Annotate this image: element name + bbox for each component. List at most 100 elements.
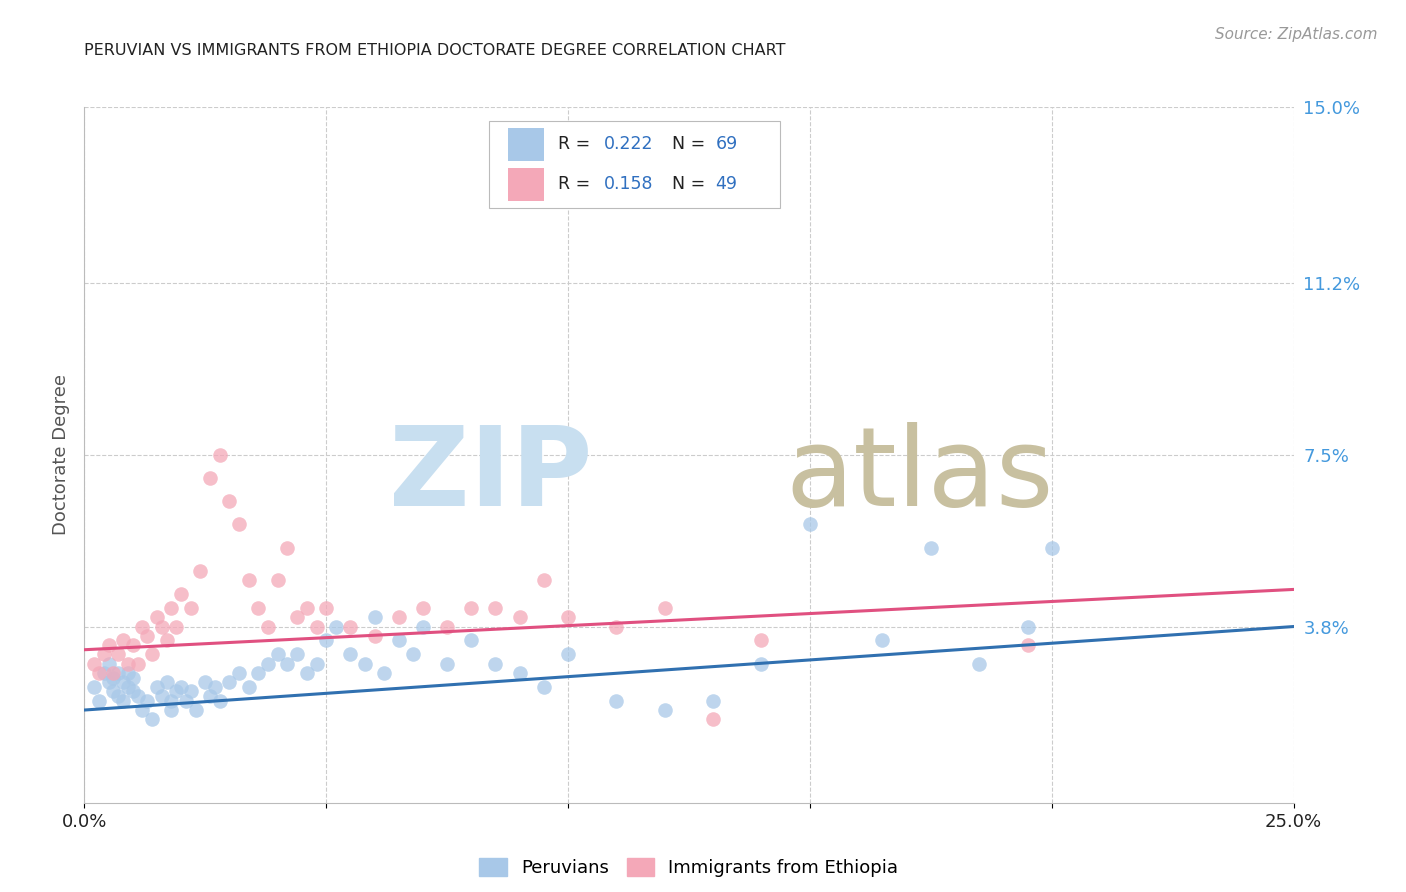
Point — [354, 657, 377, 671]
Point — [107, 648, 129, 662]
Text: N =: N = — [661, 176, 711, 194]
Point — [872, 633, 894, 648]
Point — [325, 619, 347, 633]
Point — [1017, 619, 1039, 633]
Y-axis label: Doctorate Degree: Doctorate Degree — [52, 375, 70, 535]
Point — [267, 573, 290, 587]
Point — [412, 619, 434, 633]
Point — [509, 610, 531, 624]
Text: 69: 69 — [716, 136, 738, 153]
Point — [247, 601, 270, 615]
Point — [160, 703, 183, 717]
Text: 0.158: 0.158 — [605, 176, 654, 194]
Point — [103, 684, 125, 698]
Text: R =: R = — [558, 176, 596, 194]
Point — [150, 689, 173, 703]
Point — [174, 694, 197, 708]
Text: 0.222: 0.222 — [605, 136, 654, 153]
Point — [117, 657, 139, 671]
Point — [208, 694, 231, 708]
Point — [141, 648, 163, 662]
Point — [97, 638, 120, 652]
Bar — [508, 128, 544, 161]
Point — [751, 657, 773, 671]
Point — [315, 601, 337, 615]
Point — [93, 648, 115, 662]
Point — [107, 689, 129, 703]
Point — [155, 675, 177, 690]
Point — [83, 657, 105, 671]
Point — [146, 610, 169, 624]
Point — [180, 601, 202, 615]
Point — [117, 665, 139, 680]
Point — [295, 601, 318, 615]
Point — [194, 675, 217, 690]
Point — [388, 633, 411, 648]
Text: atlas: atlas — [786, 422, 1054, 529]
Point — [107, 665, 129, 680]
Point — [295, 665, 318, 680]
Text: R =: R = — [558, 136, 596, 153]
Point — [155, 633, 177, 648]
Point — [388, 610, 411, 624]
Point — [276, 541, 298, 555]
Point — [702, 712, 724, 726]
FancyBboxPatch shape — [489, 121, 780, 208]
Point — [165, 619, 187, 633]
Point — [103, 671, 125, 685]
Point — [460, 633, 482, 648]
Point — [402, 648, 425, 662]
Point — [198, 471, 221, 485]
Point — [136, 629, 159, 643]
Point — [204, 680, 226, 694]
Point — [112, 694, 135, 708]
Point — [605, 694, 627, 708]
Point — [150, 619, 173, 633]
Point — [363, 629, 385, 643]
Point — [184, 703, 207, 717]
Point — [484, 657, 506, 671]
Legend: Peruvians, Immigrants from Ethiopia: Peruvians, Immigrants from Ethiopia — [472, 850, 905, 884]
Bar — [508, 168, 544, 201]
Point — [533, 680, 555, 694]
Point — [267, 648, 290, 662]
Point — [339, 648, 361, 662]
Point — [180, 684, 202, 698]
Point — [141, 712, 163, 726]
Point — [654, 703, 676, 717]
Point — [87, 665, 110, 680]
Point — [190, 564, 212, 578]
Point — [605, 619, 627, 633]
Point — [198, 689, 221, 703]
Point — [702, 694, 724, 708]
Point — [1040, 541, 1063, 555]
Point — [228, 517, 250, 532]
Point — [121, 638, 143, 652]
Point — [146, 680, 169, 694]
Text: N =: N = — [661, 136, 711, 153]
Point — [160, 694, 183, 708]
Point — [83, 680, 105, 694]
Point — [103, 665, 125, 680]
Point — [751, 633, 773, 648]
Point — [121, 684, 143, 698]
Text: 49: 49 — [716, 176, 738, 194]
Point — [305, 657, 328, 671]
Point — [436, 657, 458, 671]
Point — [257, 657, 280, 671]
Point — [218, 675, 240, 690]
Point — [1017, 638, 1039, 652]
Point — [127, 657, 149, 671]
Point — [131, 703, 153, 717]
Point — [654, 601, 676, 615]
Point — [412, 601, 434, 615]
Point — [218, 494, 240, 508]
Point — [112, 675, 135, 690]
Point — [285, 610, 308, 624]
Point — [238, 573, 260, 587]
Point — [460, 601, 482, 615]
Point — [208, 448, 231, 462]
Point — [117, 680, 139, 694]
Point — [160, 601, 183, 615]
Point — [170, 680, 193, 694]
